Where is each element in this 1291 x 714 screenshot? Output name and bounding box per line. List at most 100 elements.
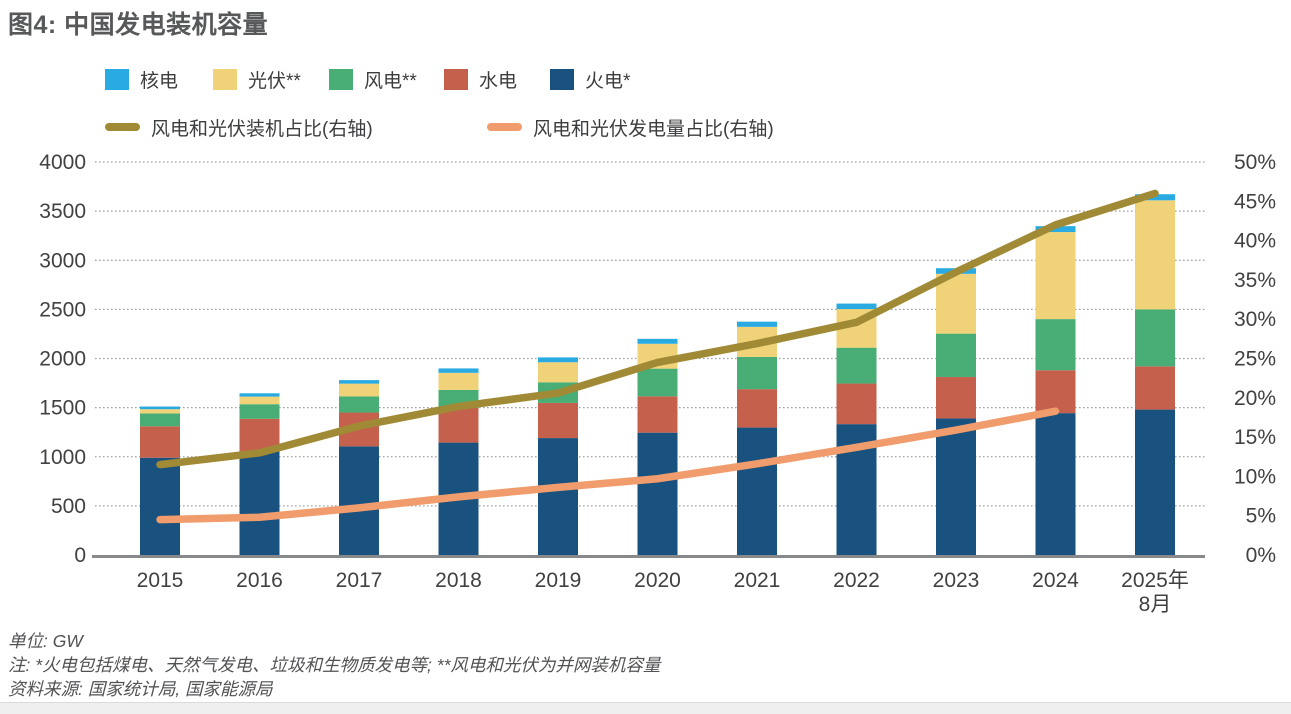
bar-segment-火电-2015 <box>140 457 180 555</box>
bar-segment-火电-2021 <box>737 427 777 555</box>
chart-title: 图4: 中国发电装机容量 <box>8 11 269 39</box>
legend-swatch-icon <box>213 68 237 90</box>
bar-segment-风电-2024 <box>1035 319 1076 371</box>
bar-segment-光伏-2024 <box>1035 232 1076 320</box>
legend-line-swatch-icon <box>105 123 140 131</box>
bar-segment-核电-2024 <box>1035 226 1076 233</box>
bar-segment-光伏-2018 <box>438 372 479 390</box>
bar-segment-水电-2024 <box>1035 370 1076 414</box>
bar-segment-风电-2015 <box>140 413 180 427</box>
bar-segment-水电-2025年 <box>1135 366 1175 410</box>
bar-segment-火电-2025年 <box>1135 409 1175 555</box>
x-axis-label-2015: 2015 <box>137 569 184 592</box>
left-axis-tick-label: 0 <box>74 544 86 567</box>
bar-segment-水电-2015 <box>140 426 180 458</box>
right-axis-tick-label: 35% <box>1234 269 1276 292</box>
line-series-0 <box>156 189 1159 469</box>
x-axis-label-2016: 2016 <box>236 569 283 592</box>
page-bottom-divider <box>0 702 1291 714</box>
left-axis-tick-label: 500 <box>51 495 86 518</box>
bar-segment-光伏-2025年 <box>1135 200 1175 310</box>
x-axis-label-2024: 2024 <box>1032 569 1079 592</box>
footnote-unit: 单位: GW <box>8 631 83 651</box>
right-axis-tick-label: 20% <box>1234 387 1276 410</box>
legend-swatch-icon <box>105 68 129 90</box>
left-axis-tick-label: 4000 <box>39 151 86 174</box>
legend-swatch-icon <box>329 68 353 90</box>
bar-segment-核电-2021 <box>737 321 777 327</box>
bar-segment-水电-2021 <box>737 389 777 428</box>
left-axis-tick-label: 2500 <box>39 298 86 321</box>
bar-segment-风电-2022 <box>836 347 877 384</box>
bar-segment-核电-2016 <box>239 393 280 397</box>
bar-segment-风电-2020 <box>637 368 678 397</box>
bar-segment-核电-2018 <box>438 368 479 373</box>
legend-item-line-1: 风电和光伏发电量占比(右轴) <box>487 114 774 140</box>
bar-segment-风电-2025年 <box>1135 309 1175 367</box>
left-axis-tick-label: 3500 <box>39 200 86 223</box>
bar-segment-风电-2017 <box>339 396 379 413</box>
bar-segment-核电-2019 <box>538 357 578 363</box>
bar-segment-风电-2016 <box>239 404 280 419</box>
bar-segment-火电-2019 <box>538 438 578 555</box>
legend-item-火电: 火电* <box>550 66 630 92</box>
legend-item-核电: 核电 <box>105 66 178 92</box>
x-axis-label-2020: 2020 <box>634 569 681 592</box>
legend-swatch-icon <box>550 68 574 90</box>
bar-segment-光伏-2016 <box>239 396 280 405</box>
bar-segment-水电-2018 <box>438 408 479 443</box>
bar-segment-风电-2023 <box>936 333 976 377</box>
right-axis-tick-label: 50% <box>1234 151 1276 174</box>
left-axis-tick-label: 1500 <box>39 397 86 420</box>
right-axis-tick-label: 15% <box>1234 426 1276 449</box>
bar-segment-光伏-2017 <box>339 383 379 397</box>
bar-segment-火电-2024 <box>1035 413 1076 555</box>
legend-swatch-icon <box>444 68 468 90</box>
bar-segment-水电-2023 <box>936 376 976 419</box>
x-axis-label-2023: 2023 <box>933 569 980 592</box>
bar-segment-水电-2020 <box>637 396 678 433</box>
legend-item-水电: 水电 <box>444 66 517 92</box>
bar-segment-核电-2017 <box>339 380 379 384</box>
bar-segment-火电-2020 <box>637 432 678 555</box>
bar-segment-核电-2022 <box>836 303 877 310</box>
bar-segment-火电-2023 <box>936 418 976 555</box>
x-axis-label-2025年: 8月 <box>1139 593 1172 616</box>
bar-segment-光伏-2015 <box>140 409 180 414</box>
footnotes: 单位: GW 注: *火电包括煤电、天然气发电、垃圾和生物质发电等; **风电和… <box>8 629 660 701</box>
x-axis-label-2022: 2022 <box>833 569 880 592</box>
right-axis-tick-label: 25% <box>1234 348 1276 371</box>
bar-segment-风电-2021 <box>737 356 777 390</box>
left-axis-tick-label: 3000 <box>39 249 86 272</box>
bar-segment-光伏-2023 <box>936 273 976 334</box>
footnote-note: 注: *火电包括煤电、天然气发电、垃圾和生物质发电等; **风电和光伏为并网装机… <box>8 655 661 675</box>
bar-segment-火电-2017 <box>339 446 379 555</box>
right-axis-tick-label: 5% <box>1246 505 1276 528</box>
legend-item-光伏: 光伏** <box>213 66 301 92</box>
x-axis-label-2018: 2018 <box>435 569 482 592</box>
legend-line-swatch-icon <box>487 123 522 131</box>
combo-chart: 0 500 1000 1500 2000 2500 3000 3500 4000 0% 5% 10% 1… <box>39 151 1276 616</box>
legend-item-line-0: 风电和光伏装机占比(右轴) <box>105 114 373 140</box>
right-axis-tick-label: 0% <box>1246 544 1276 567</box>
left-axis-tick-label: 1000 <box>39 446 86 469</box>
bar-segment-水电-2022 <box>836 383 877 425</box>
bar-segment-水电-2019 <box>538 402 578 439</box>
right-axis-tick-label: 30% <box>1234 308 1276 331</box>
x-axis-label-2017: 2017 <box>336 569 383 592</box>
bar-segment-核电-2020 <box>637 338 678 344</box>
right-axis-tick-label: 45% <box>1234 190 1276 213</box>
legend-line-series: 风电和光伏装机占比(右轴) 风电和光伏发电量占比(右轴) <box>0 114 1291 144</box>
legend-item-风电: 风电** <box>329 66 417 92</box>
right-axis-tick-label: 40% <box>1234 230 1276 253</box>
bar-segment-光伏-2019 <box>538 362 578 383</box>
x-axis-label-2021: 2021 <box>734 569 781 592</box>
line-series-1 <box>156 407 1060 524</box>
footnote-source: 资料来源: 国家统计局, 国家能源局 <box>8 679 273 699</box>
legend-bar-series: 核电 光伏** 风电** 水电 火电* <box>0 66 1291 96</box>
bar-segment-火电-2016 <box>239 451 280 555</box>
left-axis-tick-label: 2000 <box>39 348 86 371</box>
x-axis-label-2019: 2019 <box>535 569 582 592</box>
bar-segment-核电-2015 <box>140 406 180 410</box>
